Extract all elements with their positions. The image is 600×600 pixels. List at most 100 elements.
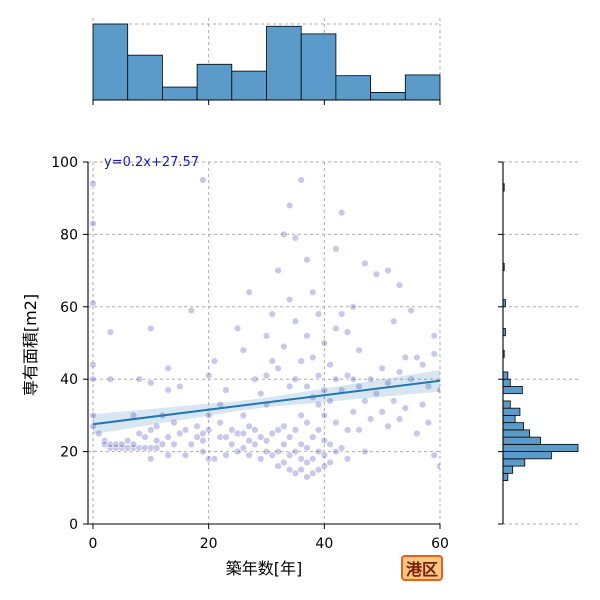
scatter-point	[239, 346, 248, 354]
y-hist-bar	[502, 400, 511, 409]
y-hist-bar	[502, 378, 511, 387]
scatter-point	[401, 404, 409, 412]
x-hist-bar	[404, 74, 441, 101]
scatter-point	[228, 426, 236, 434]
scatter-point	[303, 458, 311, 467]
scatter-point	[199, 176, 207, 184]
y-hist-bar	[502, 443, 579, 452]
y-axis-label: 専有面積[m2]	[21, 294, 40, 396]
scatter-point	[268, 310, 276, 318]
scatter-point	[170, 418, 178, 427]
scatter-point	[181, 451, 190, 459]
scatter-point	[280, 440, 288, 449]
scatter-point	[262, 371, 271, 380]
scatter-point	[135, 429, 143, 438]
y-tick-label: 40	[60, 372, 78, 388]
scatter-point	[285, 433, 294, 441]
scatter-points	[89, 176, 440, 481]
scatter-point	[303, 332, 311, 340]
scatter-point	[193, 422, 201, 430]
y-hist-bar	[502, 371, 509, 380]
scatter-point	[141, 433, 149, 441]
scatter-point	[268, 429, 276, 438]
scatter-point	[89, 375, 97, 383]
scatter-point	[303, 382, 311, 391]
scatter-point	[430, 350, 438, 358]
scatter-point	[309, 469, 317, 478]
scatter-point	[112, 440, 120, 449]
scatter-point	[106, 440, 115, 449]
x-hist-bar	[266, 25, 302, 101]
y-hist-bar	[502, 429, 531, 438]
scatter-point	[413, 353, 421, 362]
scatter-point	[123, 444, 132, 452]
x-hist-bar	[161, 86, 198, 101]
regression-line	[92, 379, 440, 426]
scatter-point	[199, 447, 207, 456]
scatter-point	[233, 429, 242, 438]
scatter-point	[89, 219, 97, 228]
scatter-point	[314, 310, 323, 318]
scatter-point	[366, 415, 375, 423]
scatter-point	[372, 270, 381, 278]
scatter-point	[257, 433, 265, 441]
scatter-point	[135, 444, 143, 452]
y-marginal-histogram	[498, 161, 580, 525]
scatter-point	[187, 306, 196, 315]
scatter-point	[395, 281, 404, 289]
y-hist-bar	[502, 465, 514, 474]
scatter-point	[268, 357, 276, 365]
scatter-point	[314, 466, 323, 474]
scatter-point	[181, 426, 190, 434]
scatter-point	[384, 266, 392, 275]
scatter-point	[378, 408, 386, 416]
scatter-point	[349, 408, 357, 416]
scatter-point	[118, 440, 126, 449]
scatter-point	[239, 429, 248, 438]
x-tick-label: 60	[431, 536, 449, 552]
y-hist-bar	[502, 451, 552, 460]
x-tick-label: 40	[315, 536, 333, 552]
scatter-point	[297, 440, 305, 449]
scatter-point	[204, 371, 213, 380]
scatter-point	[164, 433, 172, 441]
scatter-point	[210, 455, 219, 463]
scatter-point	[314, 371, 323, 380]
scatter-point	[158, 440, 167, 449]
scatter-point	[89, 361, 97, 369]
y-tick-label: 100	[51, 155, 78, 171]
tick-marks: 0 20 40 60 0 20 40 60 80 100	[51, 155, 449, 552]
region-badge: 港区	[401, 555, 444, 581]
scatter-main-axes: 0 20 40 60 0 20 40 60 80 100	[51, 155, 449, 552]
scatter-point	[297, 455, 305, 463]
scatter-point	[332, 447, 340, 456]
scatter-point	[239, 444, 248, 452]
scatter-point	[228, 440, 236, 449]
scatter-point	[152, 422, 161, 430]
scatter-point	[216, 433, 224, 441]
scatter-point	[332, 245, 340, 253]
x-hist-bar	[335, 75, 371, 101]
scatter-point	[141, 444, 149, 452]
scatter-point	[245, 437, 253, 445]
scatter-point	[280, 230, 288, 239]
scatter-point	[164, 364, 172, 373]
scatter-point	[413, 429, 421, 438]
scatter-point	[123, 437, 132, 445]
scatter-point	[233, 324, 242, 333]
scatter-point	[390, 397, 398, 405]
x-tick-label: 0	[89, 536, 98, 552]
scatter-point	[106, 328, 115, 336]
scatter-point	[280, 422, 288, 430]
scatter-point	[355, 382, 363, 391]
scatter-point	[395, 415, 404, 423]
scatter-point	[274, 266, 282, 275]
scatter-point	[199, 429, 207, 438]
scatter-point	[285, 466, 294, 474]
scatter-point	[436, 386, 440, 394]
scatter-point	[291, 447, 300, 456]
scatter-point	[332, 324, 340, 333]
scatter-point	[384, 379, 392, 387]
scatter-point	[361, 397, 369, 405]
